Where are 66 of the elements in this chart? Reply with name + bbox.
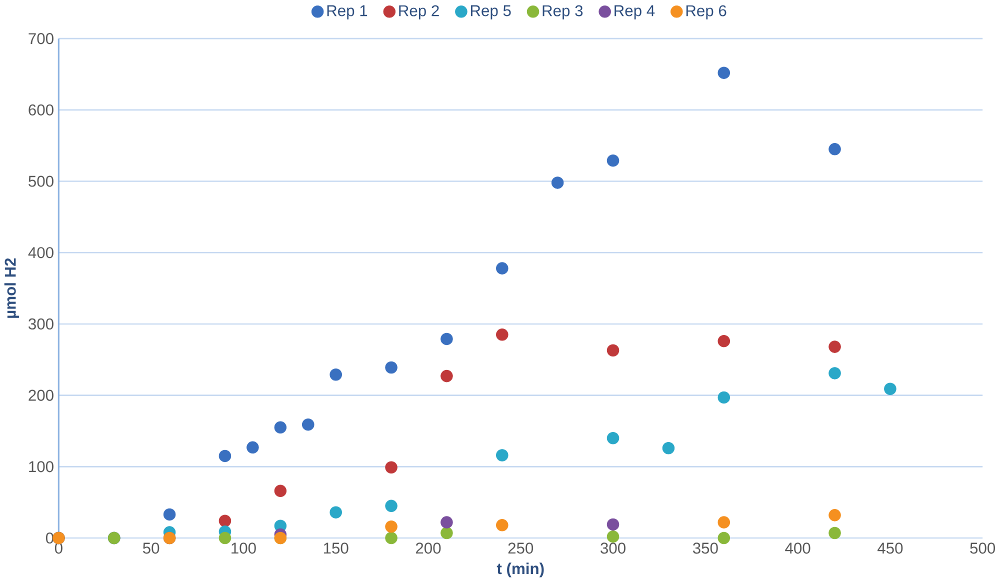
legend-label: Rep 5 <box>470 5 511 20</box>
point <box>440 333 453 346</box>
point <box>440 527 453 540</box>
y-tick-label: 300 <box>28 318 54 330</box>
point <box>163 508 176 521</box>
point <box>440 516 453 529</box>
point <box>496 328 508 341</box>
point <box>496 519 508 532</box>
point <box>828 509 841 522</box>
point <box>496 449 508 462</box>
y-tick-label: 100 <box>29 461 54 472</box>
x-axis-title: t (min) <box>496 562 544 578</box>
point <box>330 506 342 519</box>
point <box>302 418 314 431</box>
point <box>218 532 232 544</box>
point <box>828 340 841 354</box>
point <box>606 518 620 531</box>
y-tick-label: 500 <box>28 176 54 187</box>
x-tick-label: 100 <box>232 542 256 554</box>
legend-label: Rep 6 <box>686 5 726 20</box>
x-tick-label: 300 <box>600 542 626 554</box>
x-tick-label: 50 <box>142 542 160 554</box>
x-tick-label: 350 <box>692 542 718 554</box>
point <box>828 367 841 380</box>
point <box>218 450 232 462</box>
x-tick-label: 500 <box>970 542 996 554</box>
point <box>385 362 398 374</box>
point <box>662 442 675 454</box>
point <box>440 370 453 382</box>
point <box>551 176 564 190</box>
legend-label: Rep 2 <box>399 5 439 20</box>
point <box>718 335 730 348</box>
y-tick-label: 600 <box>28 104 54 116</box>
x-tick-label: 400 <box>785 542 810 554</box>
y-tick-label: 200 <box>28 390 54 402</box>
point <box>218 514 232 528</box>
point <box>496 262 508 275</box>
point <box>606 530 620 543</box>
x-tick-label: 200 <box>416 542 441 554</box>
point <box>606 432 620 444</box>
point <box>884 382 896 396</box>
point <box>718 516 730 529</box>
point <box>828 527 841 540</box>
y-axis-title: µmol H2 <box>4 258 19 318</box>
point <box>718 66 730 80</box>
point <box>274 421 287 434</box>
point <box>828 143 841 156</box>
point <box>718 532 730 544</box>
point <box>385 520 398 533</box>
y-tick-label: 700 <box>28 33 54 44</box>
point <box>718 392 730 404</box>
point <box>385 532 398 544</box>
legend-label: Rep 4 <box>614 5 655 20</box>
x-tick-label: 450 <box>878 542 903 554</box>
point <box>246 441 259 454</box>
x-tick-label: 250 <box>508 542 534 554</box>
point <box>606 154 620 167</box>
legend-label: Rep 3 <box>542 5 583 20</box>
legend-label: Rep 1 <box>327 5 368 20</box>
point <box>330 368 342 381</box>
x-tick-label: 150 <box>324 542 348 554</box>
point <box>606 344 620 357</box>
point <box>274 484 287 498</box>
point <box>385 500 398 512</box>
y-tick-label: 400 <box>28 247 54 258</box>
point <box>385 461 398 474</box>
